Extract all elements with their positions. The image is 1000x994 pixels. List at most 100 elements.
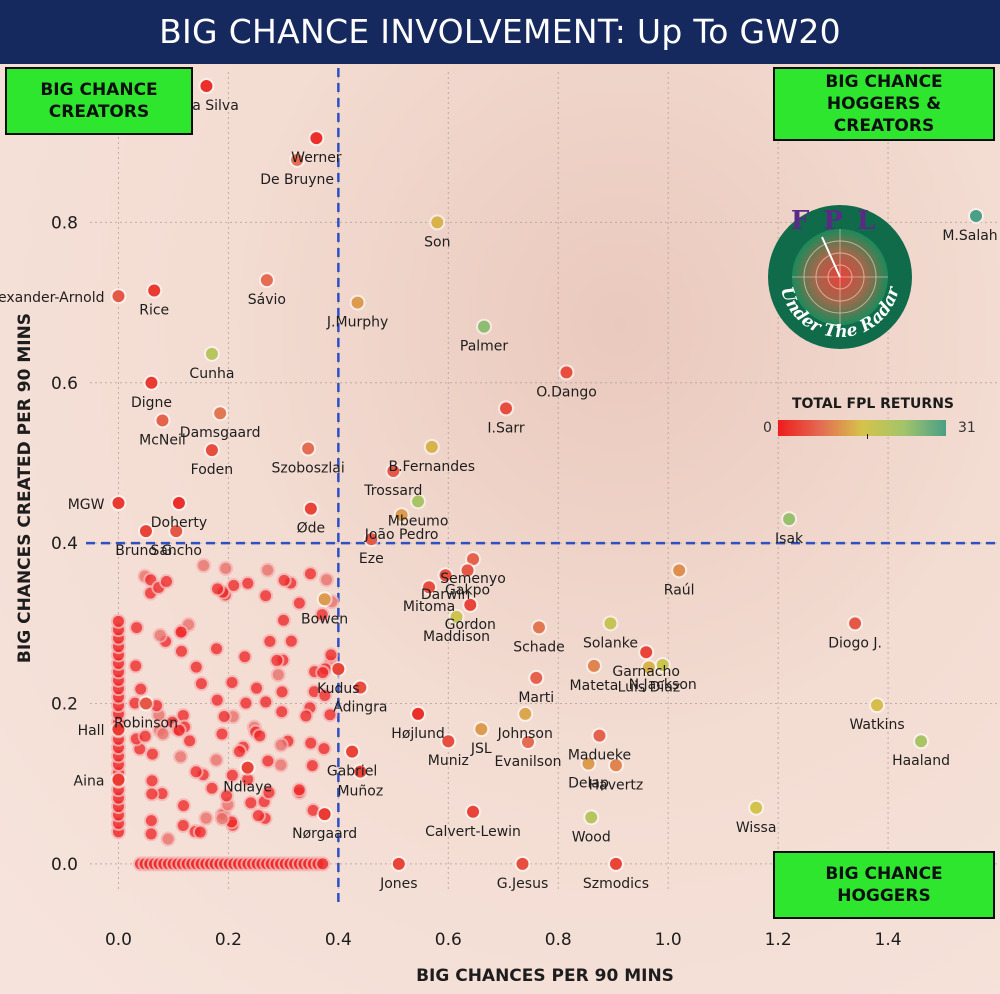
point-label: Johnson (497, 726, 553, 742)
point-label: N.Jackson (629, 677, 697, 693)
point-eze (365, 533, 378, 546)
background-point (322, 707, 338, 723)
point-label: Havertz (589, 777, 644, 793)
point-label: Gakpo (445, 582, 490, 598)
point-szmodics (609, 857, 622, 870)
background-point (317, 687, 333, 703)
point-robinson (139, 697, 152, 710)
point-o-dango (560, 366, 573, 379)
point-muniz (442, 735, 455, 748)
point-label: Wood (572, 829, 611, 845)
background-point (143, 813, 159, 829)
point-label: Damsgaard (180, 425, 261, 441)
background-point (208, 752, 224, 768)
background-point (160, 831, 176, 847)
legend-max: 31 (958, 420, 976, 436)
point-digne (145, 376, 158, 389)
point-label: McNeil (139, 432, 186, 448)
background-point (304, 758, 320, 774)
point-label: Digne (131, 395, 172, 411)
x-axis-label: BIG CHANCES PER 90 MINS (416, 966, 674, 986)
point-son (431, 216, 444, 229)
background-point (224, 767, 240, 783)
point-mateta (587, 659, 600, 672)
point-diogo-j- (849, 617, 862, 630)
point-label: Eze (359, 551, 384, 567)
background-point (133, 681, 149, 697)
background-point (216, 709, 232, 725)
point-rice (148, 284, 161, 297)
x-tick-label: 0.0 (105, 930, 132, 950)
y-tick-label: 0.0 (51, 855, 78, 875)
point-mgw (112, 497, 125, 510)
point-jota-silva (200, 80, 213, 93)
background-point (155, 726, 171, 742)
x-tick-label: 1.2 (765, 930, 792, 950)
point-luis-d-az (642, 661, 655, 674)
point-label: Raúl (664, 582, 695, 598)
point-bowen (318, 593, 331, 606)
point-mcneil (156, 414, 169, 427)
background-point (137, 728, 153, 744)
background-point (175, 818, 191, 834)
point-label: G.Jesus (497, 876, 549, 892)
point-label: Kudus (317, 681, 359, 697)
background-point (158, 574, 174, 590)
y-tick-label: 0.8 (51, 213, 78, 233)
point-n-rgaard (318, 808, 331, 821)
point-doherty (172, 497, 185, 510)
background-point (319, 572, 335, 588)
point-label: Maddison (423, 629, 490, 645)
point-label: JSL (470, 741, 492, 757)
background-point (315, 856, 331, 872)
point-aina (112, 773, 125, 786)
background-point (209, 692, 225, 708)
point-jones (392, 857, 405, 870)
point-label: Marti (518, 690, 554, 706)
quadrant-creators-box: BIG CHANCE CREATORS (5, 67, 193, 135)
background-point (143, 826, 159, 842)
background-point (192, 824, 208, 840)
point-label: Palmer (460, 339, 509, 355)
background-point (269, 652, 285, 668)
point-solanke (604, 617, 617, 630)
point-label: João Pedro (364, 527, 439, 543)
background-point (250, 808, 266, 824)
background-point (303, 735, 319, 751)
point-gordon (464, 598, 477, 611)
y-tick-label: 0.6 (51, 374, 78, 394)
point-label: Darwin (421, 587, 470, 603)
background-points (110, 558, 340, 872)
background-point (323, 647, 339, 663)
point-alexander-arnold (112, 290, 125, 303)
point-label: Wissa (736, 820, 777, 836)
background-point (173, 749, 189, 765)
background-point (128, 658, 144, 674)
point-label: Watkins (849, 717, 904, 733)
background-point (188, 659, 204, 675)
point-label: Madueke (568, 748, 631, 764)
point-label: Jones (379, 876, 417, 892)
background-point (240, 575, 256, 591)
point-maddison (450, 610, 463, 623)
background-point (258, 694, 274, 710)
point-isak (783, 513, 796, 526)
background-point (110, 613, 126, 629)
x-tick-label: 0.2 (215, 930, 242, 950)
labeled-points (110, 78, 985, 872)
background-point (176, 798, 192, 814)
quadrant-hoggers-creators-label: BIG CHANCE HOGGERS & CREATORS (825, 72, 943, 136)
background-point (214, 811, 230, 827)
point-mbeumo (412, 495, 425, 508)
tick-labels: 0.0 0.2 0.4 0.6 0.8 1.0 1.2 1.4 0.0 0.2 0.4 0.6 0.8 (51, 213, 902, 950)
point-label: Muniz (428, 753, 469, 769)
point-label: Garnacho (612, 664, 680, 680)
point-hall (112, 723, 125, 736)
point-johnson (519, 707, 532, 720)
background-point (314, 607, 330, 623)
point-darwin (439, 569, 452, 582)
point-label: I.Sarr (487, 420, 525, 436)
point-label: Szmodics (583, 876, 649, 892)
color-legend: TOTAL FPL RETURNS 0 31 (760, 396, 986, 446)
point-madueke (593, 729, 606, 742)
